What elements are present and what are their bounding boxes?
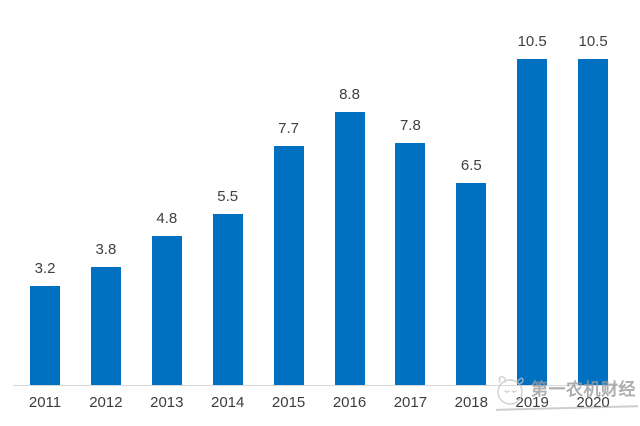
bar-2016 [334,112,365,385]
x-axis-tick-2013: 2013 [150,394,184,411]
bar-value-label-2011: 3.2 [34,260,56,277]
x-axis-tick-2011: 2011 [28,394,62,411]
bar-2020 [578,59,609,385]
bar-2014 [212,214,243,385]
bar-2017 [395,143,426,385]
bar-value-label-2020: 10.5 [578,33,608,50]
bar-value-label-2015: 7.7 [278,120,300,137]
bar-2013 [151,236,182,385]
bar-value-label-2019: 10.5 [517,33,547,50]
bar-2019 [517,59,548,385]
bar-2012 [90,267,121,385]
x-axis-tick-2014: 2014 [211,394,245,411]
x-axis-tick-2012: 2012 [89,394,123,411]
x-axis-tick-2019: 2019 [515,394,549,411]
x-axis-tick-2018: 2018 [454,394,488,411]
bar-value-label-2018: 6.5 [460,157,482,174]
bar-value-label-2017: 7.8 [399,117,421,134]
x-axis-tick-2017: 2017 [393,394,428,411]
bar-2015 [273,146,304,385]
x-axis-tick-2015: 2015 [271,394,306,411]
bar-value-label-2014: 5.5 [217,188,239,205]
bar-value-label-2013: 4.8 [156,210,178,227]
x-axis-tick-2016: 2016 [332,394,367,411]
x-axis-tick-2020: 2020 [576,394,610,411]
x-axis-line [13,385,626,386]
bar-2018 [456,183,487,385]
bar-value-label-2016: 8.8 [339,86,360,103]
bar-2011 [30,286,60,385]
bar-value-label-2012: 3.8 [95,241,117,258]
